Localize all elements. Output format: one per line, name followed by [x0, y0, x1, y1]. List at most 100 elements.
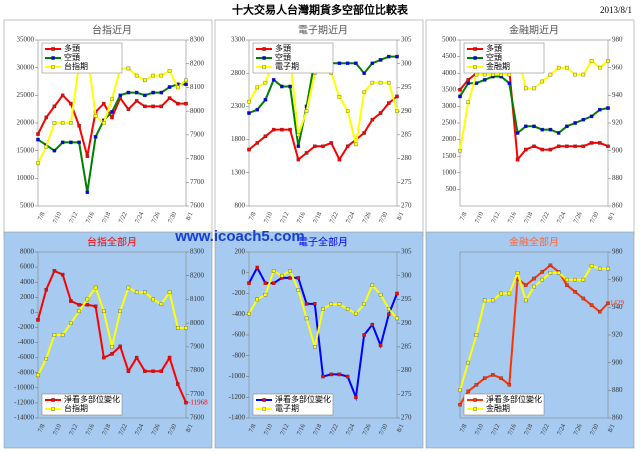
- y2-tick-label: 860: [612, 414, 623, 422]
- legend-marker: [51, 56, 55, 60]
- point-marker: [118, 309, 122, 314]
- y-tick-label: -1000: [229, 372, 246, 380]
- legend-label: 台指期: [64, 403, 88, 413]
- point-marker: [532, 124, 536, 129]
- y2-tick-label: 880: [612, 174, 623, 182]
- point-marker: [102, 355, 106, 360]
- point-marker: [337, 61, 342, 65]
- point-marker: [110, 110, 114, 114]
- y2-tick-label: 295: [401, 83, 412, 91]
- point-marker: [313, 345, 317, 349]
- point-marker: [93, 285, 98, 290]
- point-marker: [466, 360, 470, 365]
- point-marker: [134, 290, 139, 295]
- point-marker: [515, 270, 520, 275]
- point-marker: [354, 61, 358, 65]
- point-marker: [540, 270, 544, 274]
- chart-panel: 金融期近月 500 1000 1500 2000 2500 3000 3500 4000 4500…: [425, 19, 635, 237]
- point-marker: [134, 355, 139, 360]
- y2-tick-label: 280: [401, 366, 412, 374]
- point-marker: [573, 290, 577, 294]
- point-marker: [69, 121, 73, 125]
- point-marker: [159, 90, 164, 95]
- y2-tick-label: 8200: [190, 59, 205, 67]
- y-tick-label: 30000: [17, 63, 35, 71]
- y2-tick-label: 8200: [190, 271, 205, 279]
- point-marker: [143, 290, 147, 295]
- y2-tick-label: 920: [612, 331, 623, 339]
- y2-tick-label: 960: [612, 275, 623, 283]
- point-marker: [589, 264, 594, 268]
- point-marker: [378, 111, 383, 115]
- point-marker: [110, 345, 114, 349]
- point-marker: [304, 151, 309, 155]
- y-tick-label: 2500: [442, 119, 457, 127]
- point-marker: [184, 326, 188, 330]
- point-marker: [184, 101, 188, 106]
- y2-tick-label: 900: [612, 358, 623, 366]
- point-marker: [598, 310, 602, 314]
- point-marker: [524, 124, 528, 129]
- y2-tick-label: 8100: [190, 83, 205, 91]
- legend-marker: [262, 56, 266, 60]
- point-marker: [44, 144, 48, 149]
- y2-tick-label: 295: [401, 295, 412, 303]
- x-tick-label: 7/24: [134, 422, 146, 436]
- point-marker: [581, 144, 586, 148]
- legend-marker: [262, 398, 266, 402]
- x-tick-label: 7/8: [37, 211, 47, 221]
- legend-marker: [473, 398, 477, 402]
- x-tick-label: 8/1: [185, 211, 195, 221]
- point-marker: [329, 302, 333, 306]
- point-marker: [77, 303, 81, 307]
- y2-tick-label: 980: [612, 36, 623, 44]
- point-marker: [167, 69, 172, 73]
- point-marker: [296, 157, 301, 162]
- y-tick-label: -800: [232, 351, 245, 359]
- y-tick-label: -4000: [18, 338, 35, 346]
- point-marker: [540, 277, 544, 282]
- x-tick-label: 7/26: [572, 210, 584, 224]
- x-tick-label: 7/12: [490, 423, 501, 436]
- point-marker: [184, 82, 188, 87]
- point-marker: [474, 333, 479, 337]
- point-marker: [52, 269, 57, 273]
- legend-marker: [262, 65, 266, 69]
- x-tick-label: 7/30: [589, 211, 600, 224]
- point-marker: [69, 299, 73, 303]
- point-marker: [247, 311, 251, 316]
- legend-label: 台指期: [64, 61, 88, 71]
- y-tick-label: 35000: [17, 36, 35, 44]
- point-marker: [482, 78, 487, 82]
- point-marker: [176, 101, 180, 106]
- point-marker: [151, 369, 155, 373]
- y2-tick-label: 880: [612, 386, 623, 394]
- y-tick-label: 3300: [231, 36, 246, 44]
- point-marker: [354, 311, 358, 316]
- point-marker: [77, 309, 81, 314]
- point-marker: [77, 124, 81, 128]
- x-tick-label: 7/22: [118, 423, 129, 436]
- watermark: www.icoach5.com: [174, 228, 305, 245]
- last-value-label: -11968: [188, 398, 208, 406]
- legend-label: 電子期: [275, 404, 299, 413]
- point-marker: [36, 161, 40, 166]
- point-marker: [556, 65, 561, 70]
- point-marker: [458, 388, 462, 393]
- point-marker: [581, 296, 586, 301]
- legend-marker: [51, 65, 55, 69]
- y-tick-label: 0: [242, 268, 246, 276]
- legend-box: [252, 393, 334, 416]
- x-tick-label: 7/26: [150, 210, 162, 224]
- x-tick-label: 8/1: [607, 211, 617, 221]
- point-marker: [540, 79, 544, 84]
- point-marker: [378, 343, 383, 348]
- point-marker: [458, 88, 462, 92]
- legend-label: 多頭: [64, 43, 80, 53]
- point-marker: [466, 100, 470, 105]
- point-marker: [499, 291, 503, 296]
- y-tick-label: -200: [232, 289, 245, 297]
- x-tick-label: 7/12: [490, 211, 501, 224]
- point-marker: [280, 84, 284, 89]
- point-marker: [102, 309, 106, 314]
